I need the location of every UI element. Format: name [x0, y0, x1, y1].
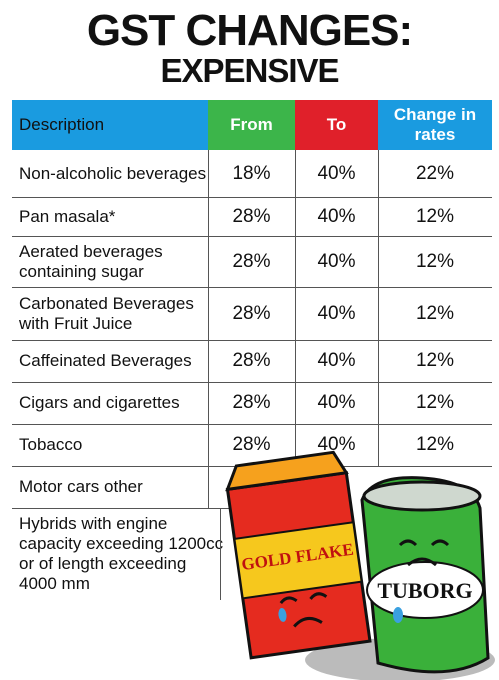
description: Cigars and cigarettes	[19, 393, 180, 412]
column-divider	[208, 197, 209, 236]
header-cell: Change in rates	[378, 100, 492, 150]
rate: 22%	[415, 162, 455, 184]
header-cell: To	[295, 100, 378, 150]
rate: 40%	[317, 250, 356, 272]
rate: 12%	[415, 392, 455, 413]
box-label: GOLD FLAKE	[240, 540, 354, 575]
row-divider	[12, 236, 492, 237]
rate: 40%	[317, 392, 356, 413]
description: Hybrids with engine capacity exceeding 1…	[19, 514, 224, 593]
rate: 28%	[232, 434, 271, 455]
row-divider	[12, 382, 492, 383]
rate: 28%	[232, 250, 271, 272]
column-divider	[295, 236, 296, 287]
row-divider	[12, 508, 232, 509]
column-divider	[208, 150, 209, 197]
title: GST CHANGES:	[86, 6, 413, 55]
description: Aerated beverages containing sugar	[19, 241, 163, 281]
column-divider	[378, 382, 379, 424]
rate: 40%	[317, 302, 356, 324]
rate: 12%	[415, 302, 455, 324]
column-divider	[208, 287, 209, 340]
column-divider	[378, 340, 379, 382]
rate: 28%	[232, 302, 271, 324]
description: Carbonated Beverages with Fruit Juice	[19, 293, 194, 333]
row-divider	[12, 340, 492, 341]
header-cell: Description	[12, 100, 208, 150]
row-divider	[12, 197, 492, 198]
subtitle: EXPENSIVE	[160, 52, 339, 89]
rate: 28%	[232, 350, 271, 371]
cigarette-box: GOLD FLAKE	[225, 450, 372, 660]
column-divider	[378, 197, 379, 236]
description: Non-alcoholic beverages	[19, 163, 207, 183]
column-divider	[220, 508, 221, 600]
column-divider	[208, 424, 209, 466]
column-divider	[295, 340, 296, 382]
column-divider	[295, 382, 296, 424]
column-divider	[208, 466, 209, 508]
row-divider	[12, 424, 492, 425]
rate: 28%	[232, 205, 271, 227]
column-divider	[295, 150, 296, 197]
column-divider	[295, 287, 296, 340]
can-label: TUBORG	[377, 578, 472, 603]
rate: 28%	[232, 392, 271, 413]
column-divider	[378, 236, 379, 287]
column-divider	[378, 424, 379, 466]
rate: 40%	[317, 350, 356, 371]
shadow	[305, 638, 495, 680]
rate: 12%	[415, 250, 455, 272]
column-divider	[378, 150, 379, 197]
rate: 12%	[415, 205, 455, 227]
column-divider	[208, 236, 209, 287]
rate: 12%	[415, 434, 455, 455]
rate: 40%	[317, 434, 356, 455]
column-divider	[295, 197, 296, 236]
rate: 18%	[232, 162, 271, 184]
rate: 40%	[317, 162, 356, 184]
column-divider	[378, 287, 379, 340]
header-cell: From	[208, 100, 295, 150]
column-divider	[208, 340, 209, 382]
column-divider	[208, 382, 209, 424]
column-divider	[295, 424, 296, 466]
description: Caffeinated Beverages	[19, 351, 192, 370]
rate: 40%	[317, 205, 356, 227]
description: Pan masala*	[19, 206, 116, 226]
row-divider	[12, 287, 492, 288]
description: Motor cars other	[19, 477, 143, 496]
can: TUBORG	[360, 476, 490, 674]
description: Tobacco	[19, 435, 83, 454]
rate: 12%	[415, 350, 455, 371]
